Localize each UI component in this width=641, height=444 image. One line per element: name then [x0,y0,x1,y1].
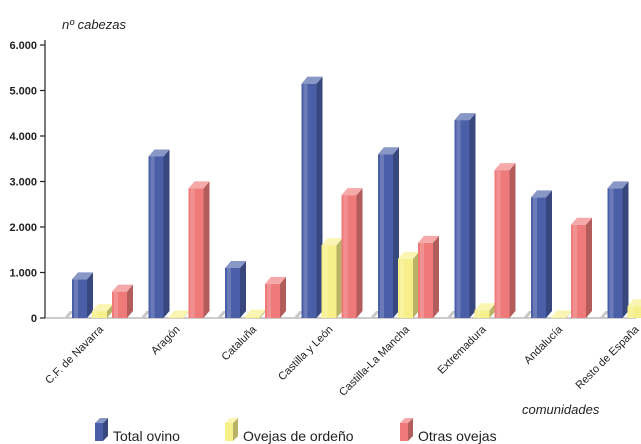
bar-otras-ovejas [341,188,363,318]
y-axis-title: nº cabezas [62,17,127,32]
bar-ovejas-de-orde-o [321,238,343,318]
bar-otras-ovejas [571,217,592,318]
x-tick-label: Aragón [149,324,183,358]
x-tick-label: Cataluña [219,323,259,363]
legend-swatch [225,423,233,441]
bar-total-ovino [607,181,629,318]
x-axis-title: comunidades [522,402,600,417]
bar-otras-ovejas [265,276,286,318]
bar-ovejas-de-orde-o [168,310,190,319]
y-tick-label: 6.000 [9,40,37,52]
legend-swatch [95,423,103,441]
floor-tile [523,311,533,318]
floor-tile [599,311,610,318]
floor-tile [217,311,227,318]
y-tick-label: 0 [31,313,37,325]
y-tick-label: 3.000 [9,177,37,189]
y-tick-label: 1.000 [9,268,37,280]
floor-tile [293,311,304,318]
bar-ovejas-de-orde-o [627,299,641,318]
bar-ovejas-de-orde-o [551,310,572,319]
x-axis: C.F. de Navarra Aragón Cataluña Castilla y … [43,323,641,399]
legend: Total ovino Ovejas de ordeño Otras ovejas [95,418,497,444]
y-tick-label: 2.000 [9,222,37,234]
bar-otras-ovejas [112,284,133,318]
bar-total-ovino [454,113,476,318]
y-tick-label: 5.000 [9,86,37,98]
legend-label: Total ovino [113,428,180,444]
bars [72,76,641,319]
x-tick-label: Castilla y León [276,324,336,384]
bar-ovejas-de-orde-o [474,303,496,318]
legend-swatch [400,423,408,441]
x-tick-label: C.F. de Navarra [43,323,107,387]
x-tick-label: Castilla-La Mancha [337,323,413,399]
floor-tile [64,311,74,318]
floor-tile [140,311,151,318]
y-tick-label: 4.000 [9,131,37,143]
y-axis: 0 1.000 2.000 3.000 4.000 5.000 6.000 [9,40,46,325]
bar-otras-ovejas [494,163,516,318]
floor-tile [446,311,457,318]
bar-total-ovino [72,272,93,318]
bar-total-ovino [148,149,170,318]
legend-item: Total ovino [95,418,180,444]
bar-total-ovino [531,190,552,318]
bar-otras-ovejas [418,235,439,318]
legend-item: Otras ovejas [400,418,497,444]
bar-total-ovino [225,260,246,318]
bar-ovejas-de-orde-o [398,251,419,318]
x-tick-label: Extremadura [436,323,490,377]
bar-total-ovino [378,147,399,318]
legend-item: Ovejas de ordeño [225,418,354,444]
bar-ovejas-de-orde-o [92,304,113,318]
bar-total-ovino [301,76,323,318]
x-tick-label: Resto de España [573,323,641,392]
bar-ovejas-de-orde-o [245,309,266,318]
x-tick-label: Andalucía [522,323,566,367]
floor-tile [370,311,380,318]
legend-label: Otras ovejas [418,428,497,444]
bar-otras-ovejas [188,181,210,318]
legend-label: Ovejas de ordeño [243,428,354,444]
